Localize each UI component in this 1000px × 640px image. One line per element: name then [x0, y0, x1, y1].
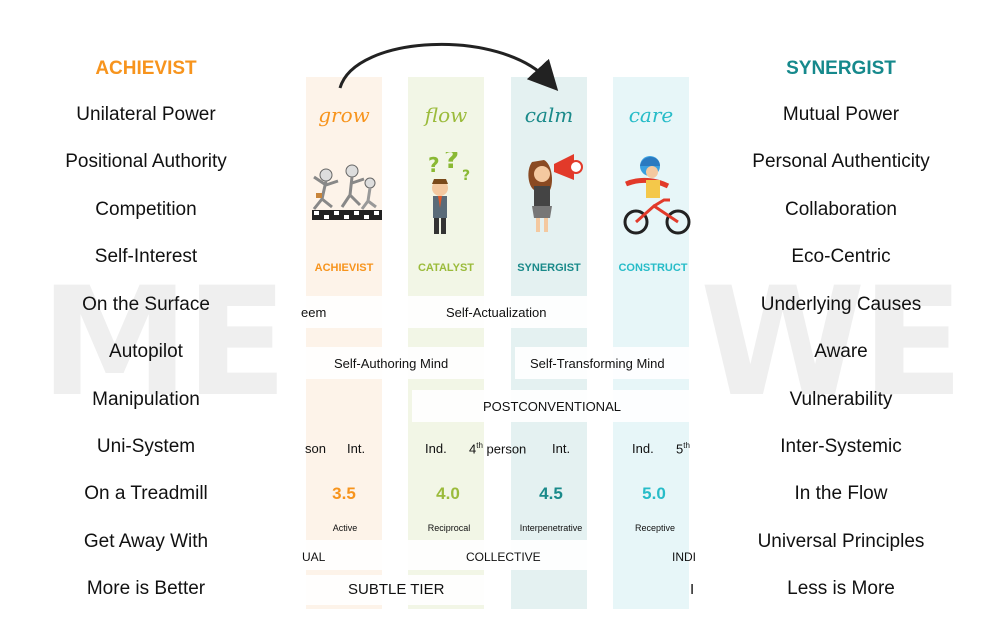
achievist-item: Uni-System	[96, 436, 196, 457]
label-catalyst: CATALYST	[417, 262, 475, 274]
word-flow: flow	[424, 103, 468, 127]
svg-text:?: ?	[428, 153, 440, 177]
transition-arrow-icon	[338, 42, 559, 92]
text-int-1: Int.	[347, 441, 366, 456]
text-self-actualization: Self-Actualization	[446, 305, 547, 320]
row-bar	[408, 296, 608, 328]
achievist-item: Self-Interest	[94, 246, 198, 267]
band-grow	[306, 77, 382, 609]
achievist-item: Get Away With	[83, 531, 209, 552]
synergist-item: Eco-Centric	[791, 246, 891, 267]
text-son: son	[305, 441, 326, 456]
achievist-item: Manipulation	[92, 389, 200, 410]
stage-4-0: 4.0	[436, 484, 460, 503]
megaphone-woman-illustration	[528, 154, 583, 232]
achievist-item: On a Treadmill	[84, 483, 208, 504]
svg-text:?: ?	[444, 152, 459, 175]
synergist-item: Inter-Systemic	[780, 436, 902, 457]
text-eem: eem	[301, 305, 327, 320]
stage-3-5: 3.5	[332, 484, 356, 503]
synergist-item: Vulnerability	[789, 389, 893, 410]
text-ind-2: Ind.	[632, 441, 654, 456]
synergist-item: In the Flow	[794, 483, 888, 504]
achievist-item: Competition	[95, 199, 197, 220]
word-calm: calm	[524, 103, 574, 127]
text-subtle-tier: SUBTLE TIER	[348, 581, 445, 598]
label-synergist: SYNERGIST	[517, 262, 581, 274]
text-self-authoring-mind: Self-Authoring Mind	[334, 356, 449, 371]
row-bar	[300, 296, 400, 328]
word-care: care	[628, 103, 674, 127]
text-int-2: Int.	[552, 441, 571, 456]
text-indi: INDI	[672, 550, 696, 564]
achievist-item: Unilateral Power	[76, 104, 216, 125]
label-achievist: ACHIEVIST	[314, 262, 374, 274]
text-postconventional: POSTCONVENTIONAL	[483, 399, 621, 414]
stage-4-5: 4.5	[539, 484, 563, 503]
achievist-item: Autopilot	[109, 341, 183, 362]
desc-interpenetrative: Interpenetrative	[519, 523, 583, 533]
row-bar	[408, 540, 588, 570]
row-bar	[300, 575, 490, 605]
achievist-item: On the Surface	[82, 294, 210, 315]
watermark-we: WE	[700, 256, 964, 430]
synergist-item: Personal Authenticity	[752, 151, 930, 172]
text-fourth-person: 4th person	[469, 441, 527, 457]
text-self-transforming-mind: Self-Transforming Mind	[530, 356, 665, 371]
row-bar	[515, 347, 693, 379]
achievist-item: More is Better	[86, 578, 206, 599]
row-bar	[300, 540, 396, 570]
synergist-item: Mutual Power	[782, 104, 900, 125]
word-grow: grow	[318, 103, 370, 127]
racing-figures-illustration	[312, 164, 382, 220]
desc-reciprocal: Reciprocal	[427, 523, 471, 533]
text-collective: COLLECTIVE	[466, 550, 541, 564]
desc-receptive: Receptive	[634, 523, 676, 533]
synergist-heading: SYNERGIST	[786, 58, 896, 79]
cyclist-illustration	[623, 156, 691, 235]
achievist-heading: ACHIEVIST	[95, 58, 197, 79]
svg-text:?: ?	[462, 168, 470, 184]
synergist-item: Underlying Causes	[760, 294, 922, 315]
synergist-item: Collaboration	[785, 199, 897, 220]
watermark-me: ME	[40, 256, 288, 430]
synergist-item: Aware	[814, 341, 868, 362]
desc-active: Active	[332, 523, 358, 533]
text-fifth: 5th	[676, 441, 690, 457]
achievist-item: Positional Authority	[65, 151, 227, 172]
label-construct: CONSTRUCT	[618, 262, 688, 274]
band-flow	[408, 77, 484, 609]
row-bar	[306, 347, 496, 379]
text-ind-1: Ind.	[425, 441, 447, 456]
synergist-item: Less is More	[787, 578, 895, 599]
thinking-man-illustration: ? ? ?	[428, 152, 470, 234]
synergist-item: Universal Principles	[757, 531, 925, 552]
row-bar	[412, 390, 692, 422]
stage-5-0: 5.0	[642, 484, 666, 503]
text-edge-i: I	[690, 581, 695, 598]
text-ual: UAL	[302, 550, 326, 564]
